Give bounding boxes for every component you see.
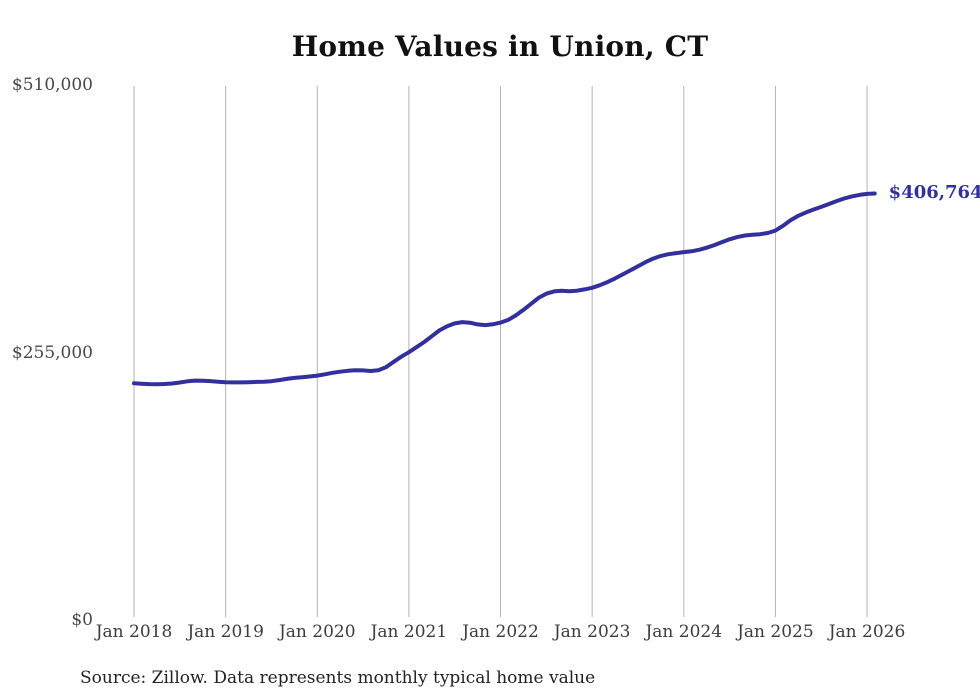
x-axis-label: Jan 2026 [828, 622, 906, 642]
x-axis-label: Jan 2023 [553, 622, 631, 642]
x-axis-label: Jan 2019 [187, 622, 264, 642]
y-axis-label-0: $0 [71, 610, 93, 630]
x-axis-label: Jan 2025 [737, 622, 814, 642]
latest-value-label: $406,764 [888, 182, 980, 204]
vertical-gridlines [133, 86, 868, 617]
x-axis-label: Jan 2022 [462, 622, 539, 642]
x-axis-label: Jan 2018 [95, 622, 173, 642]
chart-title: Home Values in Union, CT [291, 30, 709, 63]
x-axis-label: Jan 2020 [278, 622, 356, 642]
home-value-line-series [132, 191, 877, 387]
y-axis-label-510000: $510,000 [11, 75, 93, 95]
source-note: Source: Zillow. Data represents monthly … [80, 668, 596, 688]
y-axis-label-255000: $255,000 [11, 343, 93, 363]
x-axis-label: Jan 2024 [645, 622, 723, 642]
x-axis-label: Jan 2021 [370, 622, 448, 642]
